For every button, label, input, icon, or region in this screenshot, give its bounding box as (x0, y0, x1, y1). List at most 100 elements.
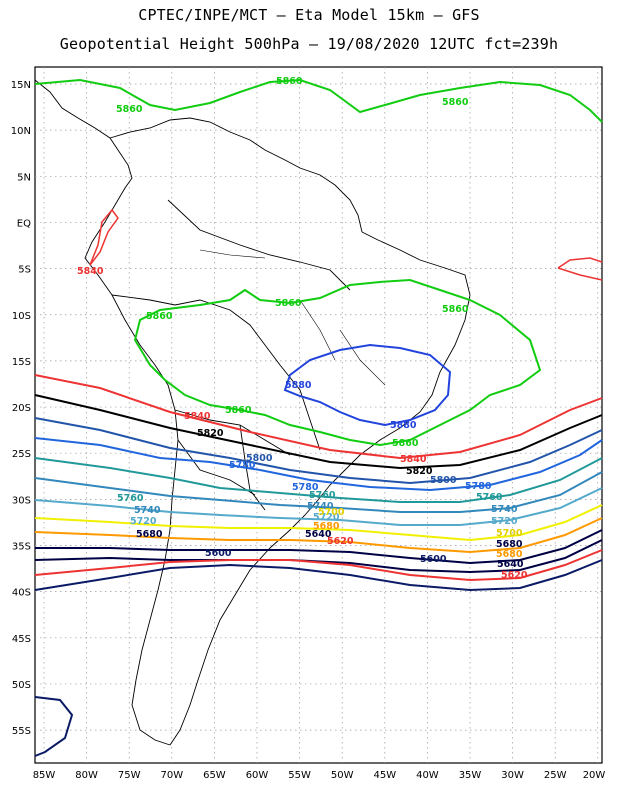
lat-tick-label: 15N (11, 80, 31, 91)
lat-tick-label: 5S (18, 265, 31, 276)
caribbean-coast (109, 117, 363, 233)
contour-5620 (34, 549, 603, 582)
contour-label: 5600 (205, 548, 232, 559)
contour-label: 5760 (476, 492, 503, 503)
sa-west-coast (84, 221, 179, 746)
contour-label: 5860 (392, 438, 419, 449)
contour-label: 5680 (313, 521, 340, 532)
contour-label: 5620 (327, 536, 354, 547)
lon-tick-label: 50W (331, 770, 354, 781)
contour-label: 5880 (390, 420, 417, 431)
lat-tick-label: 50S (12, 680, 31, 691)
lat-tick-label: 45S (12, 634, 31, 645)
contour-label: 5640 (305, 529, 332, 540)
lat-tick-label: 5N (17, 172, 31, 183)
contour-5800 (34, 417, 603, 485)
contour-labels: 5860 5860 5860 5860 5860 5860 5860 5860 … (77, 76, 528, 581)
contour-label: 5880 (285, 380, 312, 391)
contour-label: 5840 (400, 454, 427, 465)
lon-tick-label: 30W (501, 770, 524, 781)
lat-tick-label: 30S (12, 495, 31, 506)
contour-label: 5780 (229, 460, 256, 471)
contour-label: 5680 (496, 539, 523, 550)
sa-interior-rivers (199, 249, 386, 386)
contour-label: 5860 (442, 97, 469, 108)
lon-tick-label: 40W (416, 770, 439, 781)
contour-sw-low (34, 696, 74, 757)
contour-label: 5600 (420, 554, 447, 565)
coastlines (34, 79, 471, 746)
contour-label: 5780 (292, 482, 319, 493)
contour-5760 (34, 457, 603, 503)
contour-5740 (34, 471, 603, 513)
contour-label: 5820 (406, 466, 433, 477)
lat-tick-label: 35S (12, 542, 31, 553)
contour-label: 5860 (276, 76, 303, 87)
contour-label: 5700 (318, 507, 345, 518)
country-borders (111, 199, 351, 511)
contour-label: 5640 (497, 559, 524, 570)
contour-label: 5740 (134, 505, 161, 516)
contour-label: 5740 (307, 501, 334, 512)
contours (34, 78, 603, 757)
lon-tick-label: 35W (459, 770, 482, 781)
lon-tick-label: 65W (203, 770, 226, 781)
contour-label: 5840 (77, 266, 104, 277)
contour-label: 5860 (116, 104, 143, 115)
lon-tick-label: 70W (160, 770, 183, 781)
contour-label: 5680 (136, 529, 163, 540)
contour-label: 5800 (246, 453, 273, 464)
sa-east-coast (169, 231, 471, 746)
contour-label: 5700 (496, 528, 523, 539)
contour-label: 5820 (197, 428, 224, 439)
contour-5880 (283, 343, 452, 427)
lat-tick-label: 25S (12, 449, 31, 460)
lat-tick-label: 20S (12, 403, 31, 414)
lon-tick-label: 25W (544, 770, 567, 781)
lon-tick-label: 55W (288, 770, 311, 781)
contour-label: 5860 (146, 311, 173, 322)
axis-ticks: 15N 10N 5N EQ 5S 10S 15S 20S 25S 30S 35S 40S 45S 50S 5… (11, 80, 606, 781)
contour-5860-loop (133, 278, 542, 447)
contour-5840-east (557, 257, 603, 281)
contour-5720 (34, 487, 603, 526)
contour-label: 5800 (430, 475, 457, 486)
lon-tick-label: 20W (583, 770, 606, 781)
lon-tick-label: 60W (246, 770, 269, 781)
contour-label: 5740 (491, 504, 518, 515)
contour-5600 (34, 559, 603, 592)
contour-5860-north (34, 78, 603, 123)
contour-label: 5780 (465, 481, 492, 492)
lon-tick-label: 75W (118, 770, 141, 781)
contour-label: 5720 (491, 516, 518, 527)
contour-5820 (34, 394, 603, 470)
lon-tick-label: 80W (75, 770, 98, 781)
lat-tick-label: 40S (12, 588, 31, 599)
chart-title: CPTEC/INPE/MCT – Eta Model 15km – GFS (138, 6, 480, 24)
contour-label: 5720 (130, 516, 157, 527)
contour-5680 (34, 517, 603, 554)
contour-5700 (34, 504, 603, 542)
lat-tick-label: 55S (12, 726, 31, 737)
lat-tick-label: 10S (12, 311, 31, 322)
lon-tick-label: 85W (33, 770, 56, 781)
contour-label: 5840 (184, 411, 211, 422)
contour-label: 5860 (442, 304, 469, 315)
contour-label: 5760 (309, 490, 336, 501)
chart-subtitle: Geopotential Height 500hPa – 19/08/2020 … (59, 35, 559, 53)
contour-label: 5680 (496, 549, 523, 560)
contour-label: 5760 (117, 493, 144, 504)
graticule (35, 67, 602, 763)
central-america-coast (34, 79, 133, 223)
contour-label: 5620 (501, 570, 528, 581)
lat-tick-label: 15S (12, 357, 31, 368)
contour-5640 (34, 539, 603, 574)
contour-5840-north (89, 208, 119, 266)
contour-label: 5720 (313, 512, 340, 523)
lon-tick-label: 45W (373, 770, 396, 781)
contour-5840 (34, 374, 603, 460)
contour-5780 (34, 437, 603, 492)
contour-5660 (35, 529, 603, 565)
contour-label: 5860 (275, 298, 302, 309)
